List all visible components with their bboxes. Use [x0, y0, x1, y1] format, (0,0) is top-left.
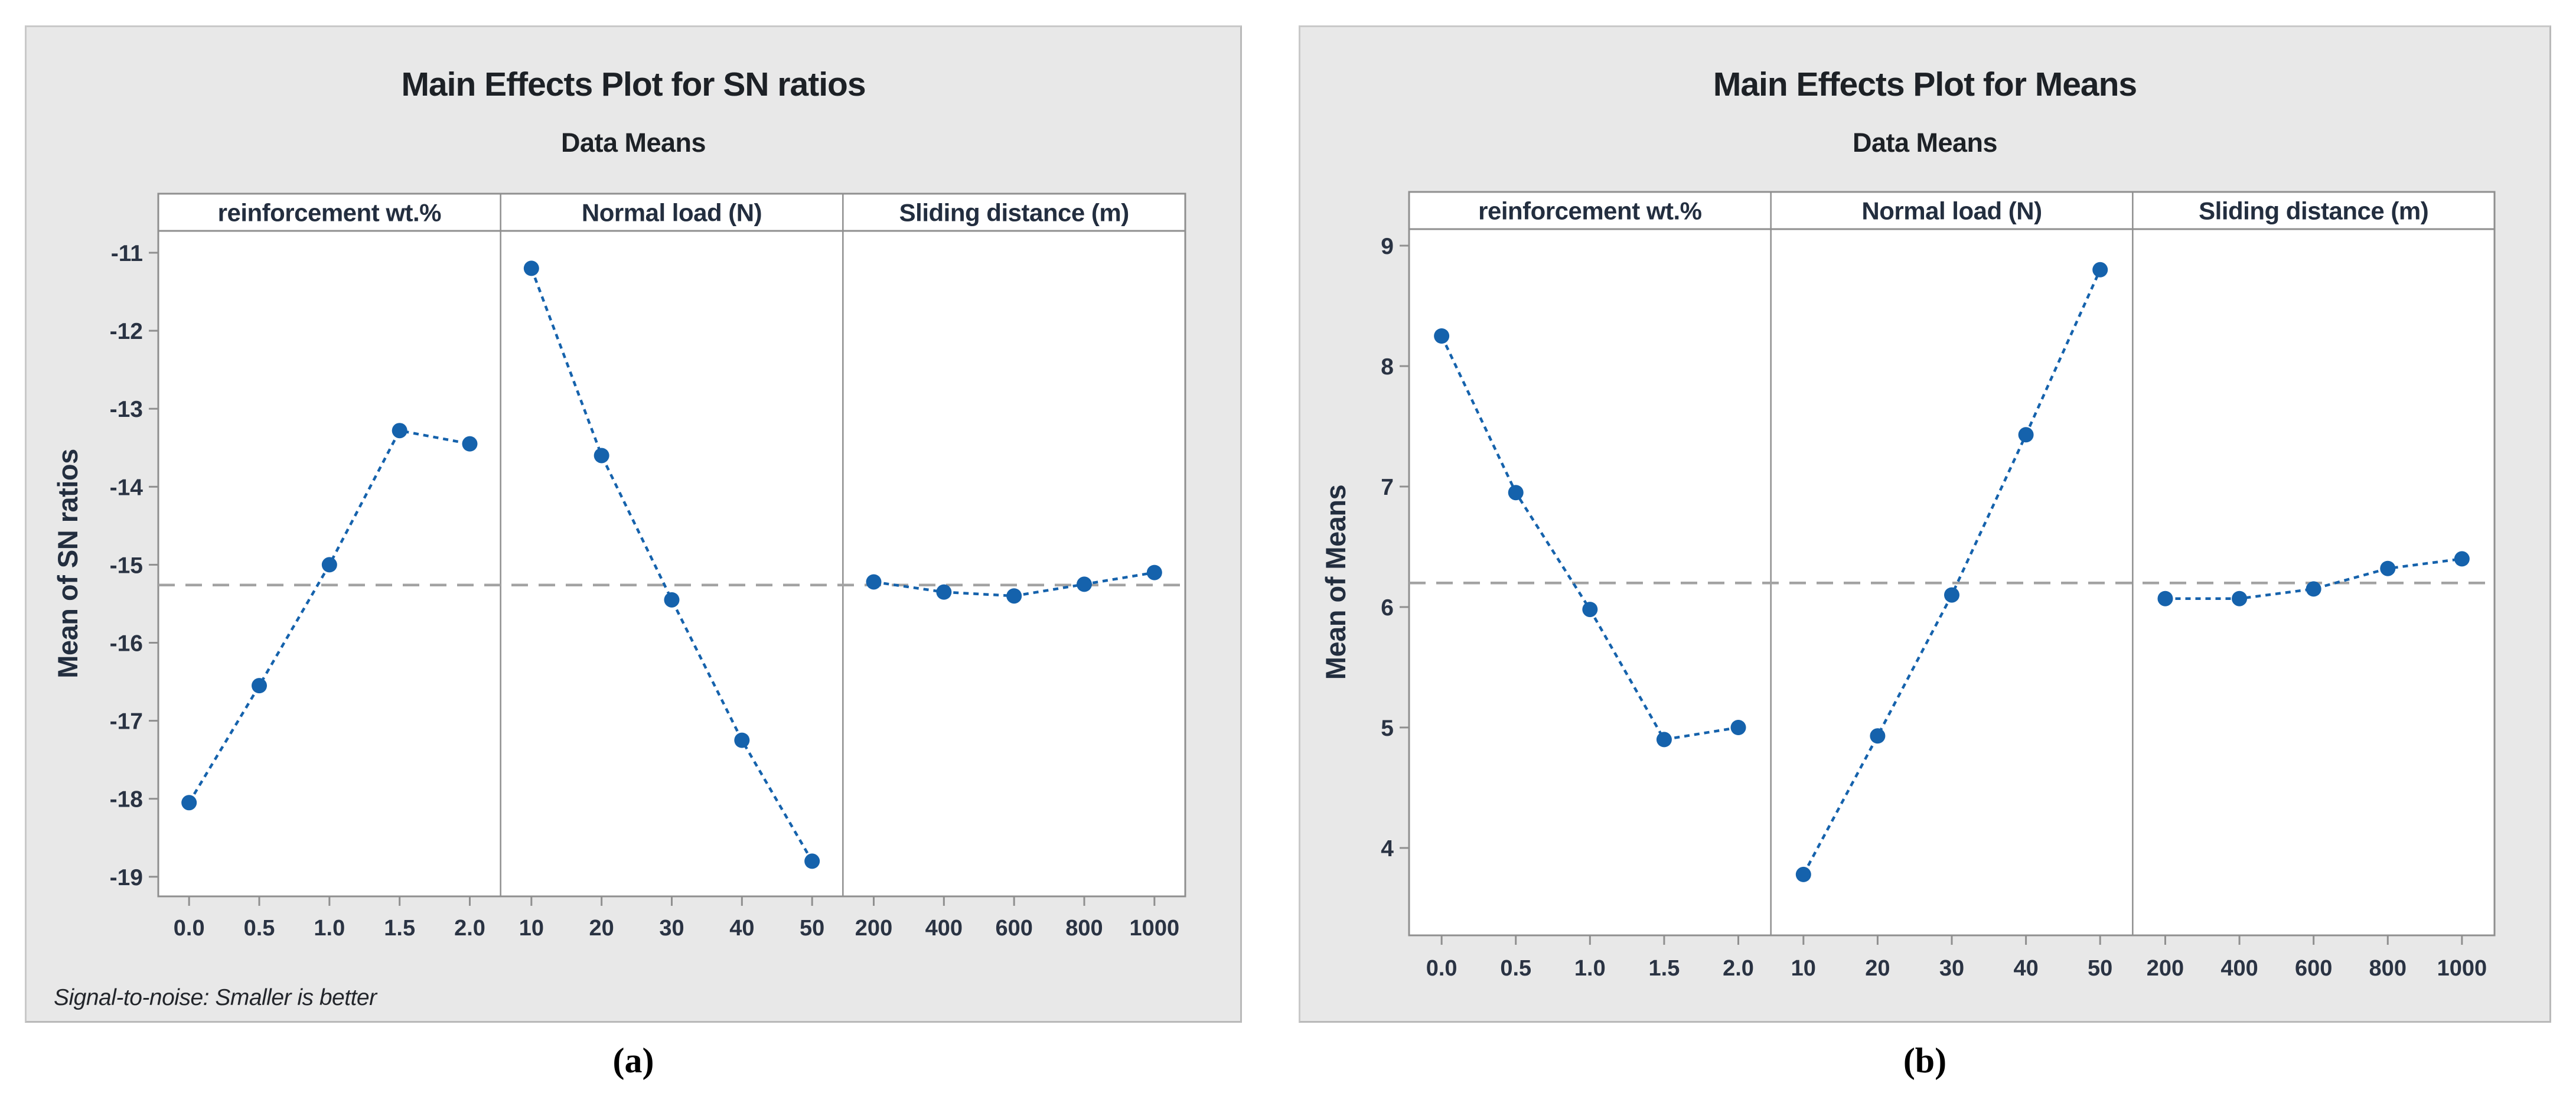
panel-header-label: reinforcement wt.% [218, 199, 442, 227]
caption-a: (a) [612, 1041, 654, 1080]
y-tick-label: -19 [110, 865, 143, 890]
x-tick-label: 20 [589, 916, 614, 941]
y-tick-label: -13 [110, 397, 143, 422]
plot-area [157, 193, 1186, 898]
y-tick-label: -16 [110, 631, 143, 657]
x-tick-label: 2.0 [1723, 956, 1754, 981]
data-point-marker [1508, 485, 1524, 501]
x-tick-label: 30 [659, 916, 684, 941]
x-tick-label: 0.0 [1426, 956, 1457, 981]
y-tick-label: 8 [1381, 354, 1394, 380]
x-tick-label: 10 [1791, 956, 1816, 981]
x-tick-label: 1000 [1130, 916, 1180, 941]
y-axis-label: Mean of SN ratios [52, 449, 83, 678]
x-tick-label: 1.0 [314, 916, 345, 941]
x-tick-label: 1.5 [384, 916, 415, 941]
sn-chart-canvas: -11 -12 -13 -14 -15 -16 -17 -18 -19 Mean of SN ra… [52, 193, 1186, 941]
x-tick-label: 10 [519, 916, 544, 941]
data-point-marker [734, 732, 750, 748]
x-tick-label: 800 [2369, 956, 2407, 981]
x-tick-label: 800 [1065, 916, 1103, 941]
x-tick-label: 1.0 [1574, 956, 1606, 981]
data-point-marker [936, 584, 952, 600]
data-point-marker [2018, 427, 2034, 443]
y-tick-label: 4 [1381, 836, 1394, 862]
main-effects-means-figure: Main Effects Plot for Means Data Means 9… [1299, 25, 2551, 1023]
x-tick-label: 40 [729, 916, 754, 941]
data-point-marker [1582, 602, 1598, 618]
data-point-marker [1730, 720, 1746, 735]
data-point-marker [2232, 590, 2248, 606]
data-point-marker [1146, 565, 1162, 580]
y-tick-label: 5 [1381, 716, 1394, 741]
data-point-marker [2092, 262, 2108, 278]
x-tick-label: 30 [1939, 956, 1964, 981]
x-tick-label: 400 [2220, 956, 2258, 981]
caption-b: (b) [1903, 1041, 1947, 1080]
data-point-marker [181, 795, 197, 811]
means-chart-canvas: 9 8 7 6 5 4 Mean of Means reinforcement wt.% 0.0… [1320, 191, 2496, 981]
chart-title: Main Effects Plot for Means [1713, 66, 2137, 103]
x-tick-label: 50 [2088, 956, 2112, 981]
x-tick-label: 40 [2013, 956, 2038, 981]
data-point-marker [462, 436, 478, 452]
x-tick-label: 2.0 [454, 916, 485, 941]
y-tick-label: -12 [110, 319, 143, 344]
y-tick-label: -17 [110, 709, 143, 735]
chart-title: Main Effects Plot for SN ratios [401, 66, 866, 103]
panel-header-label: Sliding distance (m) [2199, 197, 2428, 225]
data-point-marker [1434, 328, 1450, 344]
data-point-marker [2454, 551, 2470, 567]
y-tick-label: -15 [110, 553, 143, 578]
chart-subtitle: Data Means [560, 128, 706, 158]
panel-header-label: Normal load (N) [582, 199, 762, 227]
y-tick-label: -14 [110, 475, 144, 500]
y-tick-label: -18 [110, 787, 143, 813]
x-tick-label: 1000 [2437, 956, 2487, 981]
data-point-marker [1076, 576, 1092, 592]
panel-header-label: Normal load (N) [1861, 197, 2042, 225]
data-point-marker [1870, 728, 1886, 744]
x-tick-label: 400 [925, 916, 963, 941]
x-tick-label: 0.5 [1500, 956, 1531, 981]
x-tick-label: 1.5 [1649, 956, 1680, 981]
data-point-marker [594, 448, 609, 464]
data-point-marker [2306, 581, 2321, 597]
data-point-marker [523, 260, 539, 276]
y-tick-label: 7 [1381, 475, 1394, 500]
x-tick-label: 200 [2147, 956, 2184, 981]
y-tick-label: 9 [1381, 234, 1394, 259]
data-point-marker [2380, 560, 2396, 576]
chart-subtitle: Data Means [1852, 128, 1998, 158]
x-tick-label: 600 [2295, 956, 2332, 981]
data-point-marker [1944, 587, 1959, 603]
y-tick-label: -11 [111, 241, 143, 266]
x-tick-label: 600 [995, 916, 1032, 941]
sn-footnote: Signal-to-noise: Smaller is better [54, 985, 377, 1010]
data-point-marker [866, 574, 882, 590]
series-line [530, 267, 814, 862]
data-point-marker [2157, 590, 2173, 606]
panel-header-label: reinforcement wt.% [1478, 197, 1702, 225]
data-point-marker [1795, 866, 1811, 882]
plot-area [1408, 191, 2496, 937]
data-point-marker [1656, 732, 1672, 748]
y-axis-label: Mean of Means [1320, 485, 1351, 680]
main-effects-sn-figure: Main Effects Plot for SN ratios Data Mea… [25, 25, 1242, 1023]
x-tick-label: 0.0 [174, 916, 205, 941]
data-point-marker [804, 853, 820, 869]
x-tick-label: 200 [855, 916, 892, 941]
data-point-marker [321, 557, 337, 573]
x-tick-label: 50 [800, 916, 824, 941]
data-point-marker [664, 592, 680, 608]
panel-header-label: Sliding distance (m) [899, 199, 1129, 227]
x-tick-label: 0.5 [244, 916, 275, 941]
x-tick-label: 20 [1865, 956, 1890, 981]
data-point-marker [252, 678, 268, 694]
y-tick-label: 6 [1381, 595, 1394, 621]
data-point-marker [1006, 588, 1022, 604]
data-point-marker [392, 423, 407, 439]
